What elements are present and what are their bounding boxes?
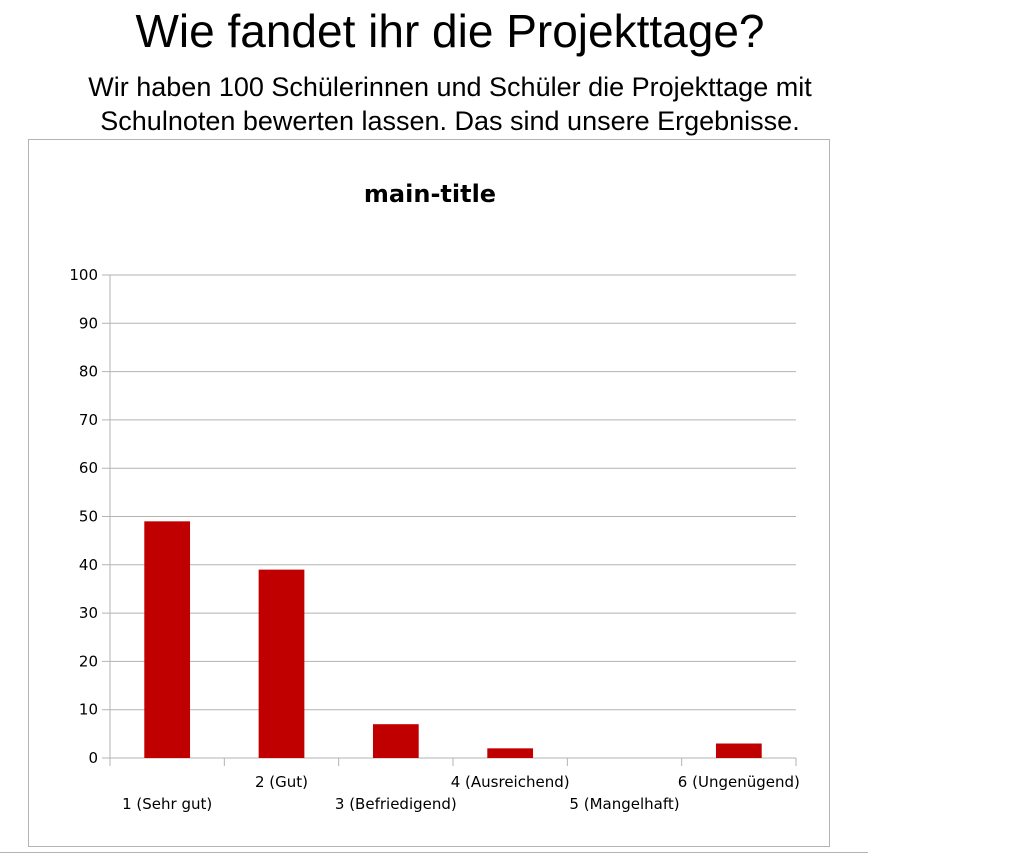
- bar-chart: main-title 0 10 20 30 40 50 60 70 80 90 100 1 (Sehr…: [69, 180, 799, 813]
- x-tick-label: 6 (Ungenügend): [678, 773, 800, 791]
- subtitle-line-2: Schulnoten bewerten lassen. Das sind uns…: [100, 106, 800, 136]
- x-tick-label: 5 (Mangelhaft): [569, 795, 679, 813]
- bottom-divider: [0, 852, 868, 853]
- x-tick-label: 2 (Gut): [255, 773, 308, 791]
- bar: [372, 724, 419, 758]
- chart-title: main-title: [364, 180, 496, 208]
- page-title: Wie fandet ihr die Projekttage?: [135, 5, 765, 57]
- bar: [144, 521, 191, 758]
- x-tick-label: 3 (Befriedigend): [335, 795, 457, 813]
- axis-labels: 0 10 20 30 40 50 60 70 80 90 100 1 (Sehr gut) 2 (Gut…: [69, 266, 799, 813]
- y-tick-label: 100: [69, 266, 98, 284]
- y-tick-label: 50: [79, 508, 98, 526]
- bar: [487, 748, 534, 758]
- chart-frame: main-title 0 10 20 30 40 50 60 70 80 90 100 1 (Sehr…: [28, 139, 830, 847]
- subtitle-line-1: Wir haben 100 Schülerinnen und Schüler d…: [88, 72, 812, 102]
- y-tick-label: 80: [79, 363, 98, 381]
- y-tick-label: 30: [79, 604, 98, 622]
- y-tick-label: 40: [79, 556, 98, 574]
- x-tick-label: 1 (Sehr gut): [122, 795, 212, 813]
- x-tick-label: 4 (Ausreichend): [451, 773, 570, 791]
- y-tick-label: 60: [79, 459, 98, 477]
- bars: [144, 521, 762, 758]
- bar: [715, 743, 762, 758]
- bar: [258, 569, 305, 758]
- axes: [109, 275, 797, 766]
- y-tick-label: 0: [88, 749, 98, 767]
- y-tick-label: 10: [79, 701, 98, 719]
- grid-lines: [102, 274, 796, 759]
- y-tick-label: 20: [79, 652, 98, 670]
- page-subtitle: Wir haben 100 Schülerinnen und Schüler d…: [0, 70, 900, 138]
- y-tick-label: 90: [79, 314, 98, 332]
- y-tick-label: 70: [79, 411, 98, 429]
